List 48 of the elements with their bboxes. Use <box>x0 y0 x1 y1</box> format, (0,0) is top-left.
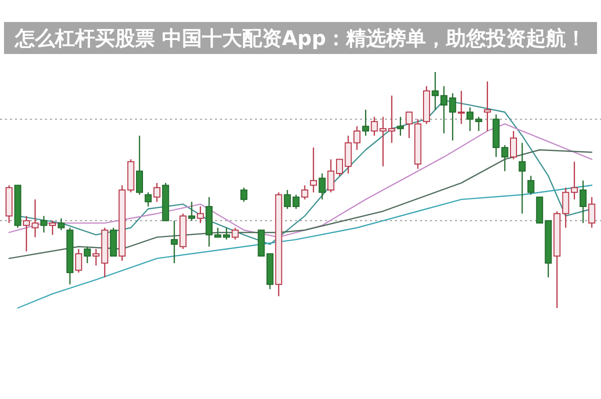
candlestick <box>92 248 100 266</box>
candlestick <box>475 116 482 132</box>
candlestick <box>327 158 334 193</box>
candlestick <box>484 80 491 132</box>
candlestick <box>501 144 508 172</box>
candlestick <box>570 161 578 200</box>
candlestick <box>449 92 456 142</box>
candlestick <box>240 187 248 202</box>
candlestick <box>362 109 370 136</box>
candlestick <box>49 220 56 236</box>
chart-title: 怎么杠杆买股票 中国十大配资App：精选榜单，助您投资起航！ <box>4 22 597 54</box>
candlestick <box>58 218 65 231</box>
candlestick <box>301 184 308 200</box>
candlestick <box>310 146 317 193</box>
candlestick <box>588 196 596 228</box>
candlestick <box>292 194 300 210</box>
candlestick <box>32 198 39 238</box>
candlestick <box>344 135 352 174</box>
candlestick <box>510 130 518 160</box>
candlestick <box>370 116 378 136</box>
candlestick <box>22 215 30 252</box>
candlestick <box>284 189 291 210</box>
candlestick <box>84 246 91 264</box>
candlestick <box>562 187 570 228</box>
candlestick <box>380 116 387 167</box>
candlestick <box>440 86 448 134</box>
candlestick <box>222 227 230 240</box>
candlestick <box>214 227 222 238</box>
candlestick <box>406 112 413 139</box>
candlestick <box>432 71 439 110</box>
candlestick <box>518 142 526 214</box>
candlestick <box>232 227 239 240</box>
candlestick <box>466 106 474 132</box>
candlestick <box>170 220 178 264</box>
candlestick <box>144 192 152 208</box>
candlestick <box>388 95 396 144</box>
candlestick <box>188 201 196 222</box>
candlestick <box>75 248 82 274</box>
candlestick <box>353 126 360 150</box>
candlestick <box>318 172 326 200</box>
candlestick <box>396 116 404 136</box>
candlestick <box>196 206 204 224</box>
candlestick <box>40 215 48 234</box>
candlestick <box>458 90 465 125</box>
candlestick <box>136 135 144 196</box>
candlestick <box>153 182 160 202</box>
candlestick <box>580 180 587 224</box>
candlestick <box>527 175 534 196</box>
